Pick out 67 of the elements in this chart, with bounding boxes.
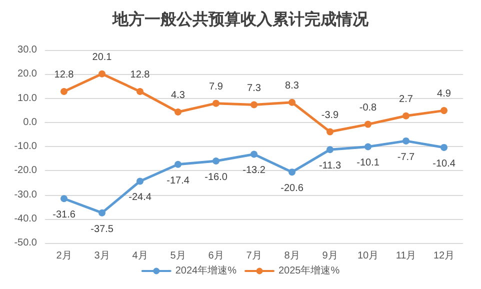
point: [136, 178, 144, 185]
point: [60, 195, 68, 202]
data-label: 4.3: [171, 90, 186, 101]
point: [136, 88, 144, 95]
point: [440, 144, 448, 151]
data-label: 20.1: [92, 52, 112, 63]
x-tick-label: 5月: [170, 250, 186, 262]
x-tick-label: 9月: [322, 250, 338, 262]
point: [60, 88, 68, 95]
point: [326, 128, 334, 136]
point: [364, 143, 372, 150]
y-tick-label: 20.0: [18, 68, 38, 80]
data-label: -0.8: [359, 102, 378, 114]
y-tick-label: 30.0: [18, 44, 38, 56]
data-label: -24.4: [128, 192, 152, 204]
point: [250, 101, 258, 108]
data-label: -17.4: [166, 175, 190, 186]
point: [174, 160, 182, 168]
data-label: 4.9: [437, 88, 452, 100]
data-label: -10.4: [432, 158, 456, 170]
x-tick-label: 7月: [246, 250, 262, 262]
point: [174, 108, 182, 116]
point: [364, 120, 372, 128]
x-tick-label: 8月: [284, 250, 300, 262]
data-label: 12.8: [54, 69, 74, 80]
data-label: 7.3: [247, 82, 262, 94]
point: [402, 137, 410, 144]
point: [212, 157, 220, 164]
y-tick-label: -30.0: [14, 189, 38, 200]
data-label: -11.3: [318, 160, 342, 172]
data-label: 2.7: [399, 94, 414, 105]
point: [98, 70, 106, 78]
data-label: 7.9: [209, 81, 224, 92]
y-tick-label: 0.0: [23, 116, 38, 128]
data-label: 8.3: [285, 80, 300, 92]
data-label: -3.9: [321, 110, 340, 121]
data-label: -37.5: [90, 224, 114, 235]
x-tick-label: 6月: [208, 250, 224, 262]
x-tick-label: 4月: [132, 250, 148, 262]
x-tick-label: 10月: [357, 250, 379, 262]
point: [212, 100, 220, 107]
data-label: -31.6: [52, 210, 76, 221]
legend-label: 2025年增速%: [278, 264, 340, 276]
point: [250, 150, 258, 158]
point: [326, 146, 334, 154]
point: [288, 98, 296, 106]
chart-title: 地方一般公共预算收入累计完成情况: [112, 10, 370, 28]
point: [98, 209, 106, 216]
point: [288, 168, 296, 176]
data-label: 12.8: [130, 69, 150, 80]
y-tick-label: -20.0: [14, 165, 38, 176]
legend-label: 2024年增速%: [175, 264, 237, 276]
x-tick-label: 11月: [396, 250, 416, 262]
data-label: -16.0: [204, 172, 228, 183]
point: [402, 112, 410, 120]
y-tick-label: 10.0: [18, 92, 38, 104]
point: [440, 107, 448, 114]
y-tick-label: -50.0: [14, 238, 38, 248]
x-tick-label: 12月: [433, 250, 455, 262]
y-tick-label: -40.0: [14, 213, 38, 224]
data-label: -13.2: [242, 165, 266, 176]
x-tick-label: 2月: [56, 250, 72, 262]
x-tick-label: 3月: [94, 250, 110, 262]
data-label: -20.6: [280, 183, 304, 194]
data-label: -10.1: [356, 158, 380, 169]
data-label: -7.7: [397, 152, 416, 163]
y-tick-label: -10.0: [14, 141, 38, 152]
